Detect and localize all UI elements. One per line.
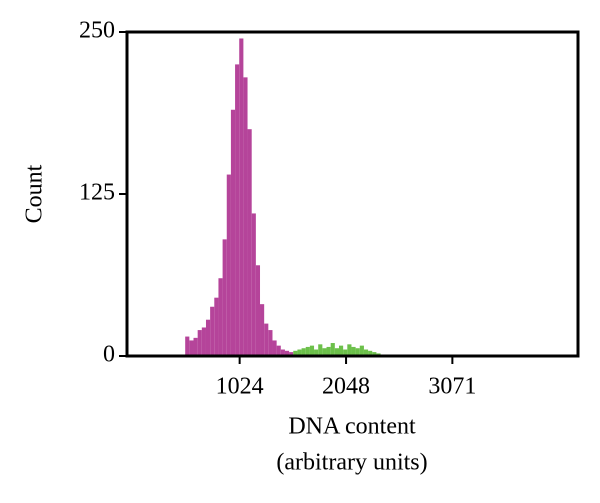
histogram-bar bbox=[355, 348, 360, 356]
histogram-bar bbox=[272, 340, 277, 356]
y-tick-label: 250 bbox=[79, 18, 115, 44]
histogram-bar bbox=[289, 352, 294, 356]
histogram-bar bbox=[247, 129, 252, 356]
histogram-bar bbox=[214, 297, 219, 356]
y-axis-label: Count bbox=[22, 164, 48, 223]
histogram-bar bbox=[363, 349, 369, 356]
histogram-bar bbox=[255, 265, 261, 356]
histogram-bar bbox=[305, 346, 310, 356]
histogram-bar bbox=[326, 346, 331, 356]
y-tick-label: 0 bbox=[103, 342, 115, 368]
x-axis-label: DNA content bbox=[288, 414, 416, 440]
histogram-bar bbox=[251, 213, 256, 356]
x-axis-label: (arbitrary units) bbox=[276, 450, 427, 476]
histogram-bar bbox=[222, 239, 227, 356]
plot-frame bbox=[125, 30, 580, 358]
histogram-bar bbox=[243, 77, 248, 357]
histogram-bar bbox=[210, 306, 215, 356]
histogram-bar bbox=[372, 352, 377, 356]
histogram-bar bbox=[197, 330, 202, 356]
histogram-bar bbox=[318, 344, 323, 356]
histogram-bar bbox=[322, 348, 327, 356]
histogram-bar bbox=[230, 109, 236, 356]
histogram-bar bbox=[189, 340, 194, 356]
histogram-bar bbox=[276, 345, 281, 356]
histogram-bar bbox=[343, 349, 348, 356]
histogram-bar bbox=[347, 344, 352, 356]
histogram-bar bbox=[330, 343, 335, 356]
histogram-bar bbox=[301, 348, 306, 356]
histogram-bar bbox=[351, 346, 356, 356]
histogram-bar bbox=[205, 319, 211, 356]
histogram-bar bbox=[260, 304, 265, 356]
histogram-bar bbox=[218, 278, 223, 356]
histogram-bar bbox=[297, 349, 302, 356]
histogram-bar bbox=[264, 323, 269, 356]
histogram-bar bbox=[235, 64, 240, 357]
histogram-bar bbox=[185, 336, 190, 356]
x-tick-label: 1024 bbox=[216, 374, 264, 400]
histogram-bar bbox=[201, 327, 206, 356]
histogram-bar bbox=[193, 337, 198, 356]
y-tick-label: 125 bbox=[79, 180, 115, 206]
histogram-bar bbox=[293, 350, 298, 356]
histogram-bar bbox=[359, 345, 364, 356]
histogram-bar bbox=[338, 345, 344, 356]
histogram-bar bbox=[368, 350, 373, 356]
histogram-bar bbox=[268, 330, 273, 356]
x-tick-label: 3071 bbox=[428, 374, 476, 400]
histogram-bar bbox=[239, 38, 244, 356]
x-tick-label: 2048 bbox=[322, 374, 370, 400]
histogram-bar bbox=[280, 349, 285, 356]
histogram-bar bbox=[314, 349, 319, 356]
histogram-bar bbox=[334, 348, 339, 356]
histogram-bar bbox=[226, 174, 231, 356]
histogram-bar bbox=[309, 345, 315, 356]
histogram-bar bbox=[284, 350, 290, 356]
